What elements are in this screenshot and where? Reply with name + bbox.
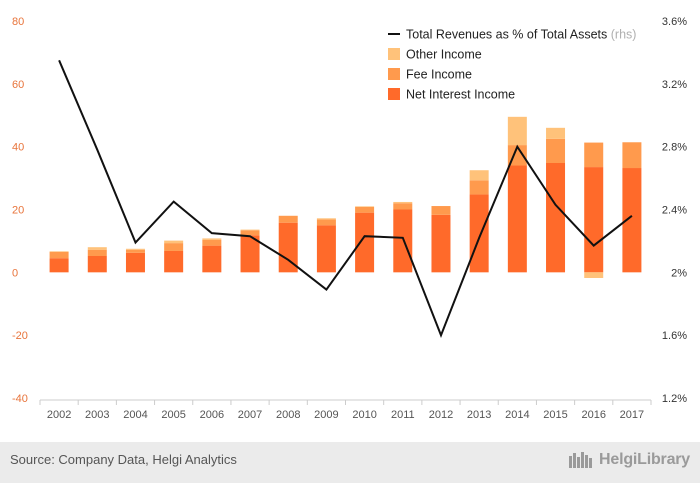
- fee-income-bar: [49, 251, 69, 259]
- net-interest-income-bar: [584, 167, 604, 273]
- net-interest-income-bar: [202, 245, 222, 273]
- legend-swatch: [388, 68, 400, 80]
- net-interest-income-bar: [507, 165, 527, 273]
- other-income-bar: [316, 218, 336, 220]
- y-left-tick-label: 80: [12, 16, 24, 28]
- fee-income-bar: [546, 138, 566, 164]
- revenue-ratio-line: [58, 59, 633, 338]
- legend-label: Total Revenues as % of Total Assets (rhs…: [406, 28, 636, 42]
- x-tick-label: 2013: [467, 409, 491, 421]
- net-interest-income-bar: [546, 163, 566, 273]
- net-interest-income-bar: [622, 168, 642, 273]
- footer: Source: Company Data, Helgi Analytics He…: [0, 442, 700, 483]
- legend-label: Net Interest Income: [406, 88, 515, 102]
- net-interest-income-bar: [240, 235, 260, 273]
- net-interest-income-bar: [164, 250, 184, 273]
- fee-income-bar: [164, 243, 184, 251]
- x-tick-label: 2009: [314, 409, 338, 421]
- y-left-tick-label: 20: [12, 205, 24, 217]
- y-left-tick-label: 0: [12, 267, 18, 279]
- fee-income-bar: [240, 230, 260, 236]
- x-tick-label: 2016: [581, 409, 605, 421]
- x-tick-label: 2008: [276, 409, 300, 421]
- legend-swatch: [388, 48, 400, 60]
- net-interest-income-bar: [469, 194, 489, 273]
- other-income-bar: [393, 201, 413, 204]
- x-tick-label: 2005: [161, 409, 185, 421]
- logo-text: HelgiLibrary: [599, 451, 690, 468]
- other-income-bar: [355, 206, 375, 207]
- helgi-library-logo[interactable]: HelgiLibrary: [568, 450, 690, 470]
- fee-income-bar: [431, 206, 451, 215]
- other-income-bar: [240, 229, 260, 231]
- y-left-tick-label: -40: [12, 393, 28, 405]
- y-right-tick-label: 1.6%: [662, 330, 687, 342]
- fee-income-bar: [622, 142, 642, 169]
- x-tick-label: 2010: [352, 409, 376, 421]
- other-income-bar: [125, 248, 145, 250]
- other-income-bar: [546, 127, 566, 139]
- x-tick-label: 2004: [123, 409, 147, 421]
- other-income-bar: [164, 240, 184, 244]
- fee-income-bar: [125, 249, 145, 253]
- y-right-tick-label: 2.8%: [662, 142, 687, 154]
- fee-income-bar: [278, 215, 298, 223]
- fee-income-bar: [584, 142, 604, 168]
- net-interest-income-bar: [316, 225, 336, 273]
- fee-income-bar: [469, 180, 489, 195]
- y-right-tick-label: 3.6%: [662, 16, 687, 28]
- legend-label: Fee Income: [406, 68, 472, 82]
- x-tick-label: 2015: [543, 409, 567, 421]
- other-income-bar: [507, 116, 527, 146]
- x-tick-label: 2003: [85, 409, 109, 421]
- net-interest-income-bar: [278, 222, 298, 273]
- x-tick-label: 2007: [238, 409, 262, 421]
- net-interest-income-bar: [431, 214, 451, 273]
- legend-swatch: [388, 88, 400, 100]
- x-tick-label: 2014: [505, 409, 529, 421]
- library-icon: [569, 452, 593, 468]
- other-income-bar: [584, 272, 604, 278]
- y-left-tick-label: -20: [12, 330, 28, 342]
- other-income-bar: [87, 247, 107, 250]
- other-income-bar: [49, 251, 69, 252]
- y-right-tick-label: 2%: [671, 267, 687, 279]
- fee-income-bar: [393, 203, 413, 210]
- y-left-tick-label: 40: [12, 142, 24, 154]
- x-tick-label: 2017: [620, 409, 644, 421]
- y-right-tick-label: 1.2%: [662, 393, 687, 405]
- fee-income-bar: [355, 206, 375, 213]
- x-tick-label: 2006: [200, 409, 224, 421]
- x-tick-label: 2012: [429, 409, 453, 421]
- chart: -40 -20 0 20 40 60 80 1.2% 1.6% 2% 2.4% 2.8% 3.2% 3.6…: [12, 16, 687, 421]
- other-income-bar: [202, 238, 222, 240]
- legend-label-suffix: (rhs): [607, 28, 636, 42]
- net-interest-income-bar: [393, 209, 413, 273]
- net-interest-income-bar: [87, 255, 107, 273]
- y-left-tick-label: 60: [12, 79, 24, 91]
- x-tick-label: 2011: [391, 409, 415, 421]
- fee-income-bar: [202, 239, 222, 246]
- net-interest-income-bar: [125, 252, 145, 273]
- x-tick-label: 2002: [47, 409, 71, 421]
- net-interest-income-bar: [355, 212, 375, 273]
- y-right-tick-label: 3.2%: [662, 79, 687, 91]
- fee-income-bar: [87, 249, 107, 256]
- fee-income-bar: [316, 219, 336, 226]
- source-note: Source: Company Data, Helgi Analytics: [10, 452, 237, 467]
- other-income-bar: [469, 170, 489, 181]
- net-interest-income-bar: [49, 258, 69, 273]
- y-right-tick-label: 2.4%: [662, 205, 687, 217]
- legend-label: Other Income: [406, 48, 482, 62]
